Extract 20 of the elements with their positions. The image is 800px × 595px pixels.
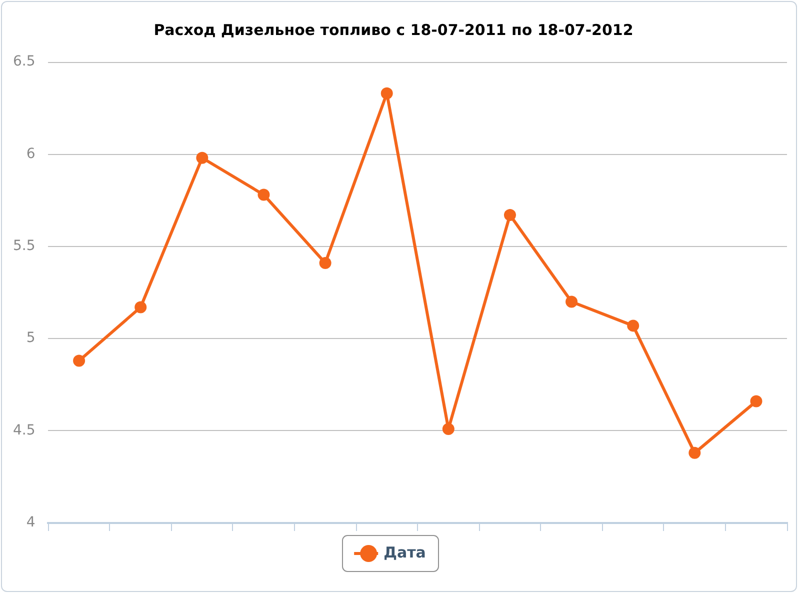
point	[750, 395, 762, 408]
y-tick-label: 5.5	[13, 238, 36, 254]
y-tick-label: 6	[26, 146, 36, 162]
point	[442, 422, 454, 435]
point	[566, 296, 578, 308]
point	[688, 446, 701, 459]
y-tick-label: 5	[26, 330, 36, 346]
point	[134, 301, 147, 314]
y-tick-label: 4.5	[13, 422, 36, 438]
legend-label: Дата	[384, 543, 426, 562]
point	[319, 256, 332, 269]
point	[258, 188, 270, 201]
point	[504, 209, 516, 222]
point	[73, 354, 86, 367]
point	[196, 152, 208, 164]
y-tick-label: 4	[26, 514, 36, 531]
chart-title: Расход Дизельное топливо с 18-07-2011 по 18-07-2012	[154, 20, 634, 39]
y-tick-label: 6.5	[13, 54, 36, 70]
point	[627, 320, 640, 332]
point	[380, 87, 393, 100]
